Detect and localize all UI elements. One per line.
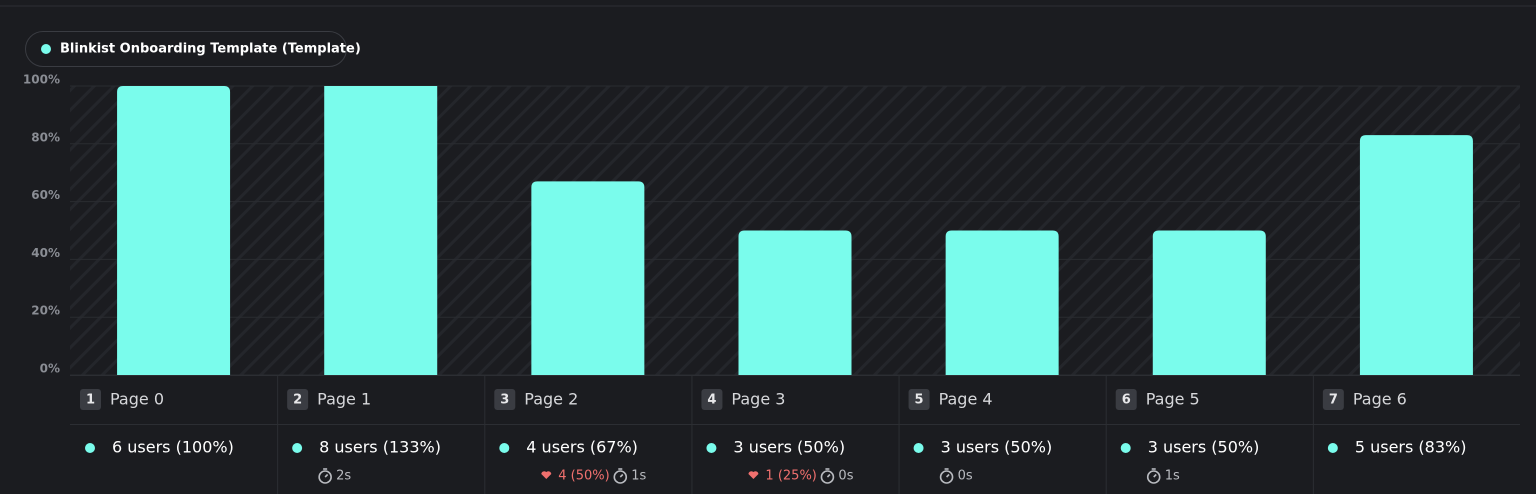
drop-label: 4 (50%) — [558, 469, 609, 484]
y-tick-label: 60% — [31, 188, 60, 202]
time-label: 1s — [631, 469, 646, 484]
timer-icon — [324, 473, 329, 478]
step-badge — [1322, 389, 1344, 410]
y-tick-label: 40% — [31, 246, 60, 260]
step-badge — [908, 389, 930, 410]
y-tick-label: 100% — [23, 73, 60, 87]
series-dot — [292, 443, 303, 453]
series-dot — [1327, 443, 1338, 453]
time-label: 0s — [838, 469, 853, 484]
drop-icon — [748, 471, 759, 479]
bar — [1152, 230, 1266, 375]
y-tick-label: 0% — [40, 362, 60, 376]
step-number: 2 — [293, 393, 302, 408]
legend-pill[interactable] — [25, 31, 347, 67]
step-badge — [494, 389, 516, 410]
timer-icon — [826, 473, 831, 478]
legend[interactable]: Blinkist Onboarding Template (Template) — [25, 31, 361, 67]
step-label: Page 1 — [317, 390, 371, 409]
time-label: 2s — [336, 469, 351, 484]
value-label: 3 users (50%) — [1148, 438, 1260, 457]
step-table: 1 Page 0 6 users (100%) 2 Page 1 8 users (133… — [70, 375, 1520, 494]
time-label: 0s — [958, 469, 973, 484]
bars — [117, 86, 1473, 375]
step-badge — [1115, 389, 1137, 410]
step-number: 5 — [915, 393, 924, 408]
timer-icon — [619, 473, 624, 478]
timer-icon — [318, 470, 332, 484]
value-label: 3 users (50%) — [733, 438, 845, 457]
step-number: 3 — [500, 393, 509, 408]
series-dot — [499, 443, 510, 453]
step-number: 4 — [707, 393, 716, 408]
series-dot — [913, 443, 924, 453]
step-badge — [701, 389, 723, 410]
timer-icon — [820, 470, 835, 484]
value-label: 4 users (67%) — [526, 438, 638, 457]
bar — [1359, 135, 1473, 375]
bar — [738, 230, 852, 375]
step-label: Page 4 — [939, 390, 993, 409]
bar — [324, 86, 438, 375]
step-number: 6 — [1122, 393, 1131, 408]
timer-icon — [613, 470, 628, 484]
step-number: 7 — [1329, 393, 1338, 408]
step-number: 1 — [86, 393, 95, 408]
value-label: 6 users (100%) — [112, 438, 234, 457]
legend-dot — [41, 44, 51, 54]
bar — [117, 86, 231, 375]
timer-icon — [1146, 470, 1161, 484]
series-dot — [1120, 443, 1131, 453]
series-dot — [706, 443, 717, 453]
timer-icon — [939, 470, 954, 484]
value-label: 3 users (50%) — [941, 438, 1053, 457]
series-dot — [85, 443, 95, 453]
time-label: 1s — [1165, 469, 1180, 484]
value-label: 5 users (83%) — [1355, 438, 1467, 457]
value-label: 8 users (133%) — [319, 438, 441, 457]
step-label: Page 2 — [524, 390, 578, 409]
step-label: Page 0 — [110, 390, 164, 409]
bar — [531, 181, 645, 375]
drop-label: 1 (25%) — [765, 469, 816, 484]
legend-label: Blinkist Onboarding Template (Template) — [60, 42, 361, 57]
bar — [945, 230, 1059, 375]
step-badge — [287, 389, 309, 410]
step-label: Page 5 — [1146, 390, 1200, 409]
timer-icon — [946, 473, 950, 478]
step-label: Page 3 — [731, 390, 785, 409]
y-tick-label: 80% — [31, 130, 60, 144]
timer-icon — [1153, 473, 1157, 478]
step-label: Page 6 — [1353, 390, 1407, 409]
step-badge — [80, 389, 101, 410]
y-tick-label: 20% — [31, 304, 60, 318]
drop-icon — [541, 471, 552, 479]
